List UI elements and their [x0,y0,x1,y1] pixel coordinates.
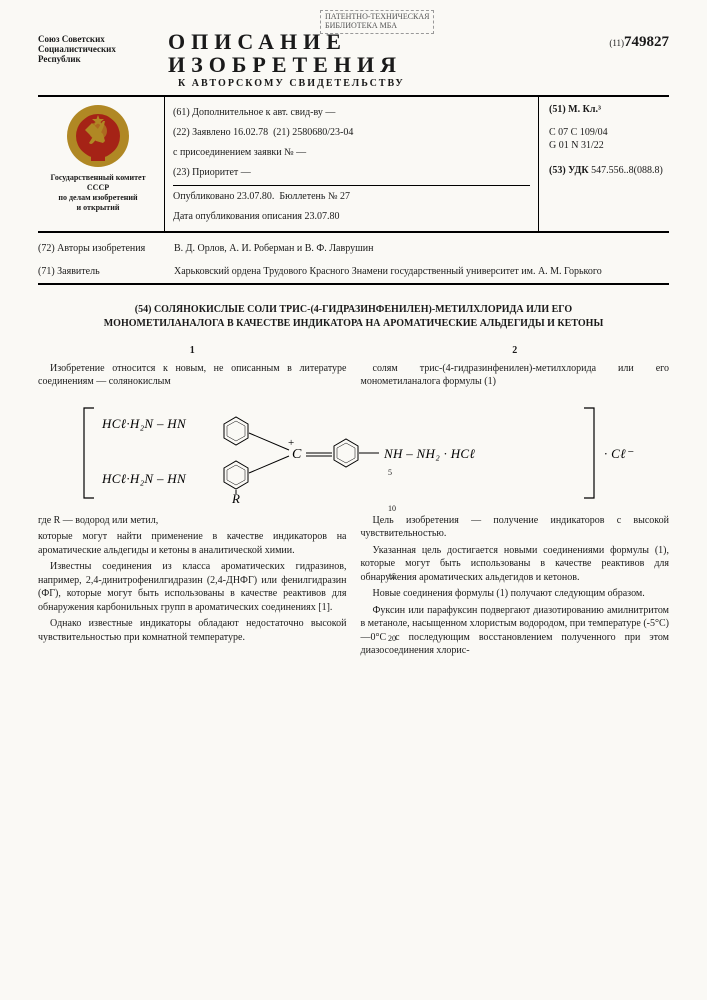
pub-val: 23.07.80. [237,191,275,202]
invention-title: (54) СОЛЯНОКИСЛЫЕ СОЛИ ТРИС-(4-ГИДРАЗИНФ… [38,285,669,344]
linenum-15: 15 [388,572,396,581]
ussr-emblem-icon [65,103,131,169]
linenum-5: 5 [388,468,392,477]
doc-title-sub: К АВТОРСКОМУ СВИДЕТЕЛЬСТВУ [168,76,559,89]
col2-p5: Фуксин или парафуксин подвергают диазоти… [361,604,670,658]
descpub-label: Дата опубликования описания [173,211,302,222]
svg-text:NH – NH₂ · HCℓ: NH – NH₂ · HCℓ [383,446,475,461]
org-line3: Республик [38,54,81,64]
f21-val: 2580680/23-04 [292,127,353,138]
patent-number-block: (11)749827 [569,30,669,51]
col2-p1: солям трис-(4-гидразинфенилен)-метилхлор… [361,362,670,389]
col1-p1: Изобретение относится к новым, не описан… [38,362,347,389]
title-line2: ИЗОБРЕТЕНИЯ [168,52,402,77]
svg-text:C: C [292,447,302,462]
committee-line2: СССР [87,183,109,192]
f51-line2: G 01 N 31/22 [549,140,604,151]
f61-label: (61) Дополнительное к авт. свид-ву [173,107,323,118]
col2-p2: Цель изобретения — получение индикаторов… [361,514,670,541]
doc-title-main: ОПИСАНИЕ ИЗОБРЕТЕНИЯ [168,30,559,76]
f72-label: (72) Авторы изобретения [38,243,158,254]
committee-line3: по делам изобретений [58,193,137,202]
join-val: — [294,147,307,158]
f53-label: (53) УДК [549,165,589,176]
committee-line4: и открытий [77,203,120,212]
col2-p3: Указанная цель достигается новыми соедин… [361,544,670,585]
svg-text:· Cℓ⁻: · Cℓ⁻ [604,446,634,461]
svg-text:HCℓ·H₂N – HN: HCℓ·H₂N – HN [101,471,187,486]
committee-block: Государственный комитет СССР по делам из… [38,97,164,231]
pub-label: Опубликовано [173,191,234,202]
chemical-formula: HCℓ·H₂N – HN HCℓ·H₂N – HN R + C [38,392,669,514]
patent-number-prefix: (11) [609,38,624,48]
library-stamp: ПАТЕНТНО-ТЕХНИЧЕСКАЯ БИБЛИОТЕКА МБА [320,10,434,34]
doc-title-block: ОПИСАНИЕ ИЗОБРЕТЕНИЯ К АВТОРСКОМУ СВИДЕТ… [168,30,559,89]
org-line2: Социалистических [38,44,116,54]
f22-label: (22) Заявлено [173,127,231,138]
f23-label: (23) Приоритет [173,167,238,178]
header: Союз Советских Социалистических Республи… [38,30,669,97]
bull-label: Бюллетень № [279,191,337,202]
f22-val: 16.02.78 [233,127,268,138]
col2-p4: Новые соединения формулы (1) получают сл… [361,587,670,601]
body-intro: 1 Изобретение относится к новым, не опис… [38,344,669,392]
patent-page: ПАТЕНТНО-ТЕХНИЧЕСКАЯ БИБЛИОТЕКА МБА Союз… [0,0,707,1000]
stamp-line1: ПАТЕНТНО-ТЕХНИЧЕСКАЯ [325,12,429,21]
col1-p3: которые могут найти применение в качеств… [38,530,347,557]
f72-val: В. Д. Орлов, А. И. Роберман и В. Ф. Лавр… [174,243,669,254]
col1-p5: Однако известные индикаторы обладают нед… [38,617,347,644]
descpub-val: 23.07.80 [305,211,340,222]
svg-text:HCℓ·H₂N – HN: HCℓ·H₂N – HN [101,416,187,431]
filing-fields: (61) Дополнительное к авт. свид-ву — (22… [164,97,539,231]
bull-val: 27 [340,191,350,202]
f23-val: — [238,167,251,178]
f51-line1: C 07 C 109/04 [549,127,608,138]
body-main: где R — водород или метил, которые могут… [38,514,669,661]
col1-num: 1 [38,344,347,358]
stamp-line2: БИБЛИОТЕКА МБА [325,21,397,30]
classification-fields: (51) М. Кл.³ C 07 C 109/04 G 01 N 31/22 … [539,97,669,231]
f21-label: (21) [273,127,290,138]
col1-p2: где R — водород или метил, [38,514,347,528]
f53-val: 547.556..8(088.8) [591,165,663,176]
join-label: с присоединением заявки № [173,147,294,158]
f71-label: (71) Заявитель [38,266,158,277]
committee-line1: Государственный комитет [50,173,145,182]
org-line1: Союз Советских [38,34,105,44]
col1-p4: Известны соединения из класса ароматичес… [38,560,347,614]
authors-block: (72) Авторы изобретения В. Д. Орлов, А. … [38,233,669,285]
f51-label: (51) М. Кл.³ [549,104,601,115]
col2-num: 2 [361,344,670,358]
f71-val: Харьковский ордена Трудового Красного Зн… [174,266,669,277]
linenum-10: 10 [388,504,396,513]
linenum-20: 20 [388,634,396,643]
info-area: Государственный комитет СССР по делам из… [38,97,669,233]
f61-val: — [323,107,336,118]
issuer-org: Союз Советских Социалистических Республи… [38,30,158,64]
patent-number: 749827 [624,34,669,50]
